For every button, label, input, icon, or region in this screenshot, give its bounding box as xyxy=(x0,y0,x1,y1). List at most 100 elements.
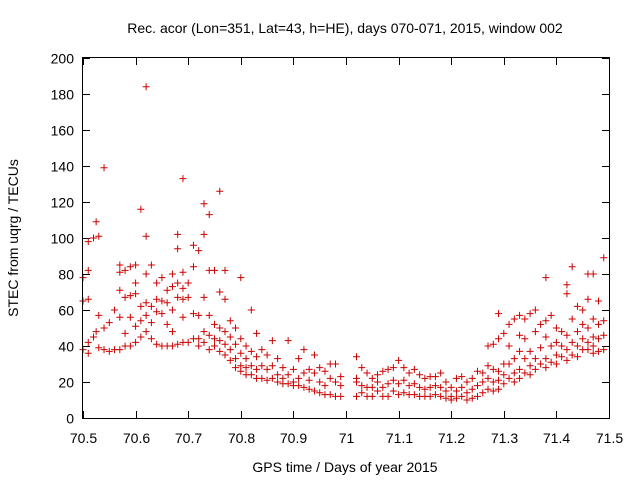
data-point xyxy=(400,389,408,397)
data-point xyxy=(395,356,403,364)
y-tick-label: 20 xyxy=(58,375,74,391)
data-point xyxy=(389,364,397,372)
data-point xyxy=(211,320,218,328)
data-point xyxy=(200,200,208,208)
data-point xyxy=(552,338,560,346)
data-point xyxy=(537,360,545,368)
data-point xyxy=(337,382,345,390)
data-point xyxy=(510,369,518,377)
data-point xyxy=(205,311,213,319)
data-point xyxy=(431,373,439,381)
data-point xyxy=(274,371,282,379)
data-point xyxy=(474,367,481,375)
data-point xyxy=(95,344,103,352)
data-point xyxy=(274,378,282,386)
data-point xyxy=(495,367,503,375)
data-point xyxy=(153,340,161,348)
y-tick-label: 160 xyxy=(51,123,75,139)
data-point xyxy=(452,387,460,395)
data-point xyxy=(247,306,255,314)
data-point xyxy=(168,283,176,291)
data-point xyxy=(568,263,576,271)
data-point xyxy=(600,317,608,325)
data-point xyxy=(484,385,492,393)
data-point xyxy=(516,365,524,373)
data-point xyxy=(594,297,602,305)
data-points xyxy=(79,83,608,404)
data-point xyxy=(300,383,308,391)
data-point xyxy=(184,279,192,287)
data-point xyxy=(179,284,187,292)
data-point xyxy=(153,308,161,316)
data-point xyxy=(374,387,382,395)
y-tick-label: 80 xyxy=(58,267,74,283)
x-tick-label: 71.1 xyxy=(386,430,413,446)
data-point xyxy=(184,293,192,301)
data-point xyxy=(84,238,92,246)
y-axis-label: STEC from uqrg / TECUs xyxy=(5,159,21,317)
data-point xyxy=(226,333,234,341)
data-point xyxy=(237,367,245,375)
data-point xyxy=(226,356,234,364)
data-point xyxy=(552,360,560,368)
data-point xyxy=(563,290,571,298)
data-point xyxy=(437,392,445,400)
data-point xyxy=(489,387,497,395)
data-point xyxy=(489,365,497,373)
data-point xyxy=(142,83,150,91)
chart-title: Rec. acor (Lon=351, Lat=43, h=HE), days … xyxy=(127,20,563,36)
data-point xyxy=(137,333,145,341)
data-point xyxy=(174,279,182,287)
data-point xyxy=(600,346,608,354)
x-tick-label: 70.6 xyxy=(123,430,150,446)
data-point xyxy=(495,335,503,343)
data-point xyxy=(563,346,571,354)
data-point xyxy=(263,376,271,384)
data-point xyxy=(174,245,182,253)
data-point xyxy=(147,319,155,327)
data-point xyxy=(353,378,361,386)
data-point xyxy=(310,369,318,377)
data-point xyxy=(542,333,550,341)
data-point xyxy=(242,364,250,372)
data-point xyxy=(321,367,329,375)
data-point xyxy=(116,346,124,354)
data-point xyxy=(584,346,592,354)
y-tick-label: 180 xyxy=(51,87,75,103)
data-point xyxy=(92,328,100,336)
data-point xyxy=(326,391,334,399)
data-point xyxy=(242,342,250,350)
data-point xyxy=(268,374,276,382)
data-point xyxy=(179,313,187,321)
data-point xyxy=(211,266,218,274)
data-point xyxy=(458,392,466,400)
data-point xyxy=(200,293,208,301)
data-point xyxy=(484,362,492,370)
data-point xyxy=(168,342,176,350)
data-point xyxy=(132,322,140,330)
data-point xyxy=(563,331,571,339)
data-point xyxy=(195,311,203,319)
data-point xyxy=(500,380,508,388)
data-point xyxy=(105,347,113,355)
data-point xyxy=(452,394,460,402)
y-tick-label: 40 xyxy=(58,339,74,355)
data-point xyxy=(579,306,587,314)
data-point xyxy=(495,376,503,384)
data-point xyxy=(300,369,308,377)
data-point xyxy=(321,382,329,390)
data-point xyxy=(189,263,197,271)
data-point xyxy=(184,338,192,346)
data-point xyxy=(368,392,376,400)
data-point xyxy=(542,274,550,282)
data-point xyxy=(331,360,339,368)
data-point xyxy=(163,299,171,307)
data-point xyxy=(305,365,313,373)
data-point xyxy=(426,383,434,391)
data-point xyxy=(600,254,608,262)
data-point xyxy=(437,383,445,391)
data-point xyxy=(431,382,439,390)
data-point xyxy=(479,378,487,386)
data-point xyxy=(253,365,261,373)
data-point xyxy=(137,205,145,213)
